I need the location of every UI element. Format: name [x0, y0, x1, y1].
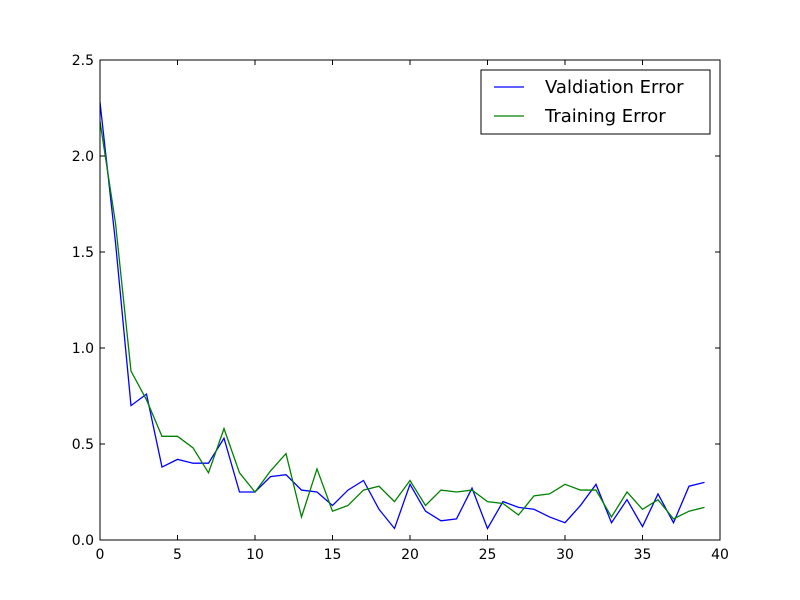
- legend-box: [480, 69, 711, 135]
- y-tick-label: 1.0: [72, 341, 94, 357]
- x-tick-label: 5: [173, 547, 182, 563]
- y-tick-label: 2.0: [72, 149, 94, 165]
- x-tick-label: 10: [246, 547, 264, 563]
- series-lines: [99, 102, 705, 530]
- y-tick-label: 1.5: [72, 245, 94, 261]
- legend: Valdiation Error Training Error: [480, 69, 711, 135]
- x-tick-label: 20: [401, 547, 419, 563]
- y-tick-label: 2.5: [72, 53, 94, 69]
- x-tick-label: 0: [96, 547, 105, 563]
- x-tick-label: 35: [634, 547, 652, 563]
- x-axis-tick-labels: 0 5 10 15 20 25 30 35 40: [96, 547, 729, 563]
- y-tick-label: 0.0: [72, 533, 94, 549]
- x-tick-label: 30: [556, 547, 574, 563]
- x-tick-label: 40: [711, 547, 729, 563]
- axis-ticks: [99, 59, 721, 541]
- series-line-training-error: [99, 121, 705, 520]
- y-tick-label: 0.5: [72, 437, 94, 453]
- legend-label-validation: Valdiation Error: [545, 77, 684, 98]
- x-tick-label: 25: [479, 547, 497, 563]
- legend-label-training: Training Error: [544, 106, 666, 127]
- x-tick-label: 15: [324, 547, 342, 563]
- y-axis-tick-labels: 0.0 0.5 1.0 1.5 2.0 2.5: [72, 53, 94, 549]
- series-line-validation-error: [99, 102, 705, 530]
